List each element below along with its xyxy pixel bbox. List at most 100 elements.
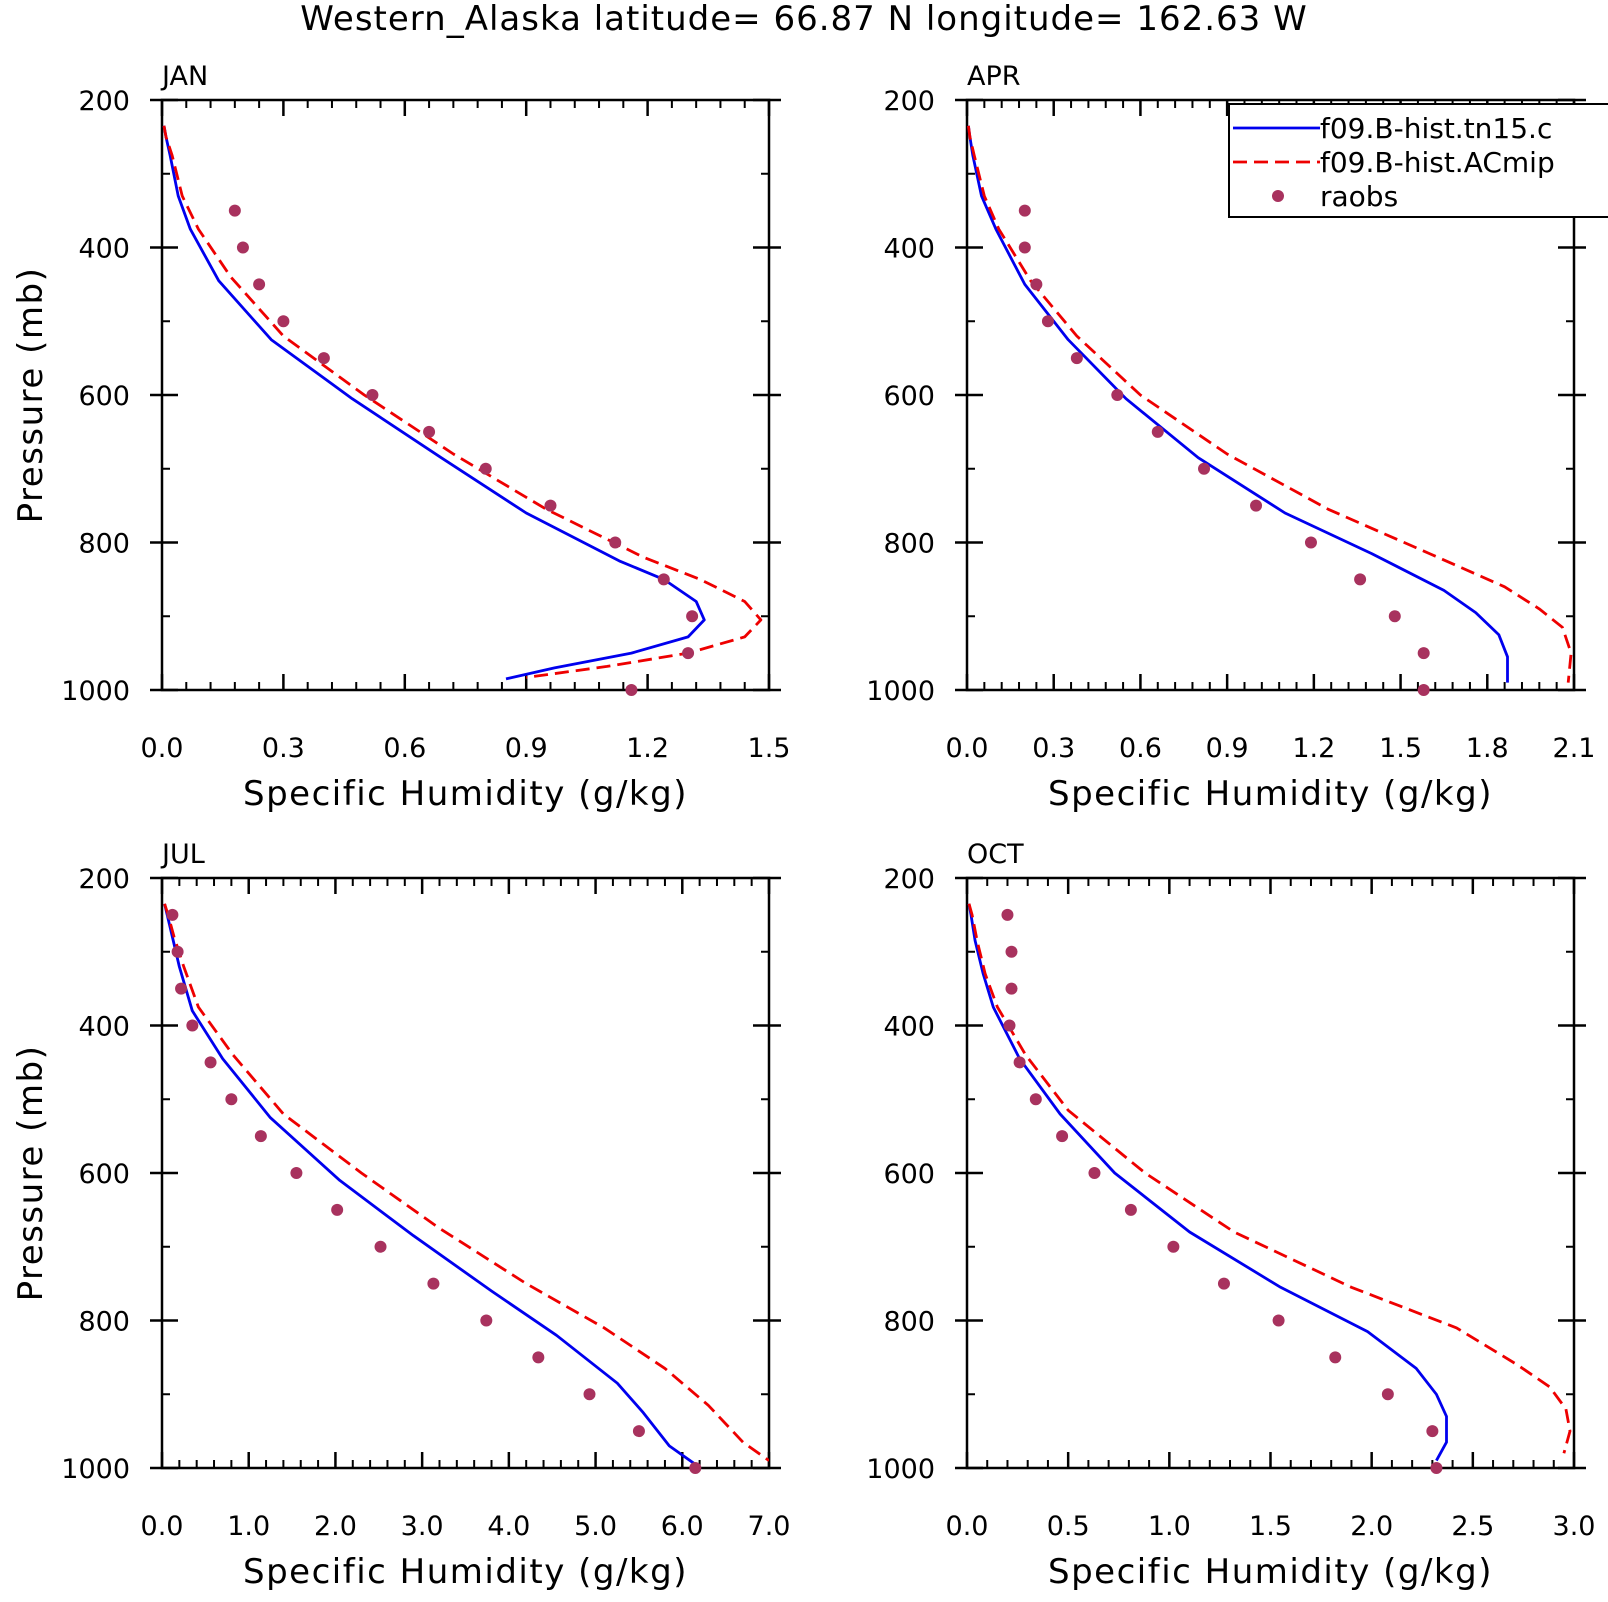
raobs-point <box>1111 389 1124 401</box>
x-tick-label: 0.5 <box>1047 1511 1090 1542</box>
raobs-point <box>166 908 179 921</box>
raobs-point <box>374 1240 387 1253</box>
raobs-point <box>1005 982 1018 995</box>
y-tick-label: 800 <box>78 529 130 560</box>
y-tick-label: 400 <box>78 1012 130 1043</box>
figure-title: Western_Alaska latitude= 66.87 N longitu… <box>300 0 1307 39</box>
raobs-point <box>689 1462 702 1474</box>
raobs-point <box>1250 499 1263 512</box>
x-axis-title: Specific Humidity (g/kg) <box>243 1552 688 1592</box>
raobs-point <box>1056 1130 1069 1143</box>
series-line-f09-b-hist-acmip <box>967 125 1573 683</box>
y-tick-label: 400 <box>883 1012 935 1043</box>
x-tick-label: 0.3 <box>262 733 305 764</box>
raobs-point <box>175 982 188 995</box>
y-tick-label: 1000 <box>61 1454 130 1485</box>
raobs-point <box>331 1203 344 1216</box>
x-tick-label: 5.0 <box>574 1511 617 1542</box>
panel-label: OCT <box>967 839 1024 870</box>
y-axis-title: Pressure (mb) <box>11 267 51 524</box>
raobs-point <box>1417 684 1430 696</box>
raobs-point <box>1217 1277 1230 1290</box>
y-tick-label: 1000 <box>61 676 130 707</box>
panels: 0.0 0.3 0.6 0.9 1.2 1.5 200 400 600 800 1000 JAN Spe… <box>11 61 1596 1592</box>
x-tick-label: 1.8 <box>1466 733 1509 764</box>
raobs-point <box>204 1056 217 1069</box>
raobs-point <box>1430 1462 1443 1474</box>
x-tick-label: 2.0 <box>1350 1511 1393 1542</box>
y-tick-label: 600 <box>883 1159 935 1190</box>
legend-label: f09.B-hist.tn15.c <box>1320 112 1552 145</box>
raobs-point <box>1417 647 1430 660</box>
raobs-point <box>1041 315 1054 328</box>
raobs-point <box>1388 610 1401 623</box>
raobs-point <box>1013 1056 1026 1069</box>
raobs-point <box>1151 425 1164 438</box>
x-tick-label: 1.2 <box>626 733 669 764</box>
x-tick-label: 1.0 <box>227 1511 270 1542</box>
raobs-point <box>1354 573 1367 586</box>
raobs-point <box>1329 1351 1342 1364</box>
series-line-f09-b-hist-tn15-c <box>967 903 1448 1462</box>
y-tick-label: 400 <box>78 234 130 265</box>
raobs-point <box>544 499 557 512</box>
raobs-point <box>609 536 622 549</box>
y-tick-label: 1000 <box>866 1454 935 1485</box>
raobs-point <box>1304 536 1317 549</box>
raobs-point <box>277 315 290 328</box>
legend-label: raobs <box>1320 180 1398 213</box>
x-tick-label: 0.9 <box>1206 733 1249 764</box>
x-tick-label: 2.0 <box>314 1511 357 1542</box>
x-tick-label: 0.9 <box>505 733 548 764</box>
panel-jan: 0.0 0.3 0.6 0.9 1.2 1.5 200 400 600 800 1000 JAN Spe… <box>11 61 791 814</box>
raobs-point <box>1381 1388 1394 1401</box>
x-axis-title: Specific Humidity (g/kg) <box>1048 1552 1493 1592</box>
x-tick-label: 1.0 <box>1148 1511 1191 1542</box>
raobs-point <box>532 1351 545 1364</box>
x-tick-label: 0.6 <box>1119 733 1162 764</box>
x-tick-label: 1.2 <box>1292 733 1335 764</box>
series-line-f09-b-hist-tn15-c <box>162 125 706 681</box>
panel-label: JUL <box>160 839 205 870</box>
legend-label: f09.B-hist.ACmip <box>1320 146 1555 179</box>
raobs-point <box>186 1019 199 1032</box>
y-tick-label: 200 <box>78 864 130 895</box>
raobs-point <box>1001 908 1014 921</box>
y-tick-label: 400 <box>883 234 935 265</box>
plot-frame <box>160 98 771 692</box>
x-tick-label: 0.3 <box>1032 733 1075 764</box>
x-tick-label: 0.6 <box>383 733 426 764</box>
raobs-point <box>1030 278 1043 291</box>
raobs-point <box>236 241 249 254</box>
y-tick-label: 200 <box>78 86 130 117</box>
raobs-point <box>480 1314 493 1327</box>
plot-frame <box>965 876 1576 1470</box>
raobs-point <box>1198 462 1211 475</box>
x-tick-label: 2.1 <box>1553 733 1596 764</box>
raobs-point <box>427 1277 440 1290</box>
raobs-point <box>171 945 184 958</box>
series-line-f09-b-hist-tn15-c <box>163 903 697 1466</box>
raobs-point <box>1272 1314 1285 1327</box>
y-tick-label: 200 <box>883 86 935 117</box>
x-tick-label: 7.0 <box>748 1511 791 1542</box>
raobs-point <box>317 352 330 365</box>
y-tick-label: 200 <box>883 864 935 895</box>
raobs-point <box>290 1167 303 1179</box>
y-axis-title: Pressure (mb) <box>11 1045 51 1302</box>
raobs-point <box>657 573 670 586</box>
raobs-point <box>479 462 492 475</box>
raobs-point <box>253 278 266 291</box>
y-tick-label: 600 <box>78 381 130 412</box>
x-tick-label: 0.0 <box>141 733 184 764</box>
raobs-point <box>254 1130 267 1143</box>
raobs-point <box>423 425 436 438</box>
plot-data <box>163 903 769 1466</box>
y-tick-label: 1000 <box>866 676 935 707</box>
raobs-point <box>632 1425 645 1438</box>
x-tick-label: 1.5 <box>748 733 791 764</box>
raobs-point <box>583 1388 596 1401</box>
legend-marker-raobs <box>1272 190 1284 202</box>
